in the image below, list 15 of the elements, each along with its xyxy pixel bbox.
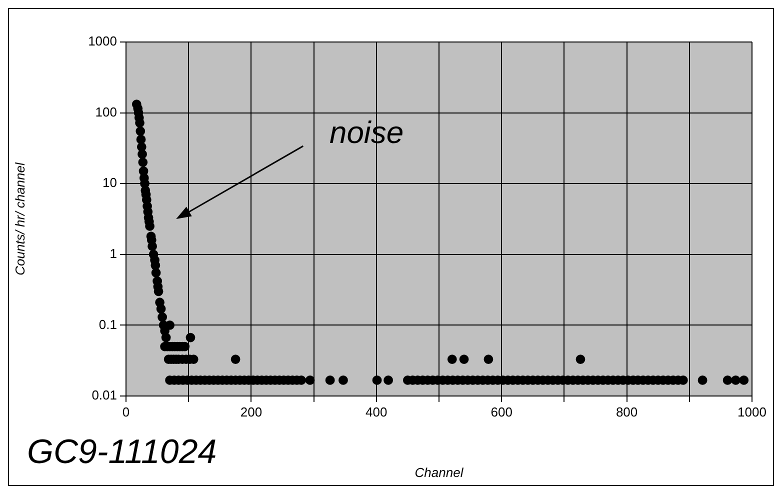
y-tick-label: 100: [95, 104, 117, 120]
y-axis-title: Counts/ hr/ channel: [12, 162, 28, 276]
y-tick-label: 1000: [88, 34, 117, 49]
x-tick-label: 0: [122, 404, 130, 420]
y-tick-label: 0.01: [92, 388, 117, 403]
y-tick-label: 10: [102, 175, 117, 190]
x-tick-label: 400: [366, 404, 388, 420]
x-tick-label: 600: [490, 404, 512, 420]
y-tick-label: 0.1: [98, 316, 117, 332]
x-axis-title: Channel: [414, 464, 464, 480]
text: GC9-111024: [27, 433, 217, 472]
x-tick-label: 800: [616, 404, 638, 420]
x-tick-label: 1000: [738, 404, 766, 420]
y-tick-label: 1: [110, 246, 117, 261]
x-tick-label: 200: [240, 404, 262, 420]
